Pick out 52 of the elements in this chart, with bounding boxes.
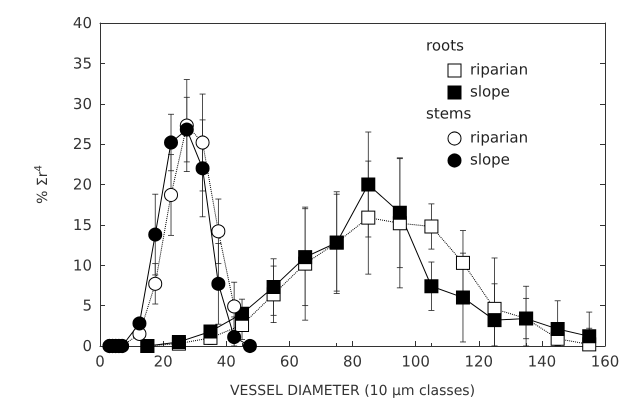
point: [488, 313, 502, 328]
y-tick-label: 20: [72, 176, 92, 194]
point: [148, 228, 162, 242]
y-tick-label: 40: [72, 14, 92, 32]
point: [298, 250, 312, 264]
point: [164, 188, 178, 202]
x-tick-label: 60: [280, 352, 299, 370]
point: [180, 122, 194, 137]
x-tick-label: 80: [342, 352, 362, 370]
point: [227, 299, 242, 314]
x-tick-label: 140: [528, 352, 556, 370]
point: [361, 178, 376, 192]
point: [132, 316, 146, 330]
y-tick-label: 0: [82, 337, 92, 355]
point: [456, 290, 470, 305]
point: [392, 206, 407, 220]
y-axis-title: % Σr4: [34, 165, 51, 204]
x-axis-title: VESSEL DIAMETER (10 µm classes): [230, 383, 476, 399]
y-tick-label: 5: [82, 296, 92, 315]
point: [148, 276, 162, 291]
x-tick-label: 100: [401, 352, 430, 370]
point: [211, 224, 226, 238]
point: [582, 329, 596, 344]
point: [211, 276, 226, 291]
x-tick-label: 40: [216, 352, 236, 370]
point: [196, 161, 210, 176]
point: [227, 330, 242, 344]
point: [424, 279, 438, 294]
x-tick-label: 20: [154, 352, 173, 370]
point: [424, 219, 438, 234]
point: [203, 324, 218, 338]
y-tick-label: 25: [72, 135, 92, 154]
point: [164, 136, 178, 150]
annotation: stems: [426, 104, 472, 122]
point: [456, 256, 470, 270]
y-tick-label: 15: [72, 216, 92, 234]
legend-label: riparian: [470, 60, 528, 78]
legend-label: riparian: [470, 128, 528, 146]
y-tick-label: 30: [72, 94, 92, 113]
point: [361, 210, 376, 225]
point: [266, 280, 281, 294]
point: [196, 136, 210, 150]
point: [550, 322, 565, 336]
x-tick-label: 120: [464, 352, 494, 370]
y-tick-label: 35: [72, 54, 92, 72]
y-tick-label: 10: [72, 256, 92, 274]
point: [242, 339, 257, 353]
x-tick-label: 160: [590, 352, 620, 370]
x-tick-label: 0: [95, 352, 105, 370]
legend-label: slope: [470, 150, 510, 168]
annotation: roots: [426, 36, 464, 54]
legend-label: slope: [470, 82, 510, 100]
